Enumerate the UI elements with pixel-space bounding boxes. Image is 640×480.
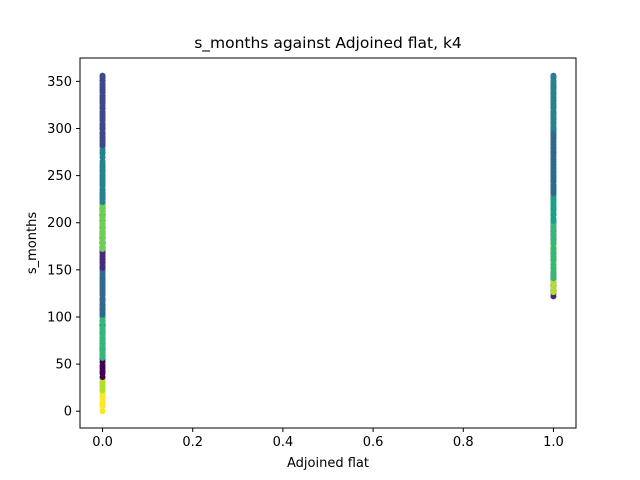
y-tick-label: 150 bbox=[47, 263, 72, 278]
data-point bbox=[550, 125, 557, 132]
x-axis-ticks: 0.0 0.2 0.4 0.6 0.8 1.0 bbox=[92, 428, 564, 450]
data-point bbox=[99, 296, 106, 303]
data-point bbox=[550, 211, 557, 218]
data-point bbox=[550, 108, 557, 115]
x-axis-label: Adjoined flat bbox=[287, 456, 369, 471]
x-tick-label: 0.0 bbox=[92, 435, 113, 450]
x-tick-label: 1.0 bbox=[543, 435, 564, 450]
y-axis-label: s_months bbox=[25, 212, 40, 274]
y-tick-label: 200 bbox=[47, 216, 72, 231]
data-point bbox=[550, 261, 557, 268]
data-point bbox=[550, 91, 557, 98]
data-point bbox=[550, 216, 557, 223]
x-tick-label: 0.2 bbox=[182, 435, 203, 450]
data-point bbox=[99, 263, 106, 270]
scatter-points bbox=[99, 72, 557, 415]
data-point bbox=[99, 324, 106, 331]
y-tick-label: 50 bbox=[55, 358, 72, 373]
data-point bbox=[550, 82, 557, 89]
plot-frame bbox=[79, 57, 577, 429]
data-point bbox=[99, 408, 106, 415]
data-point bbox=[550, 73, 557, 80]
data-point bbox=[99, 121, 106, 128]
y-tick-label: 100 bbox=[47, 310, 72, 325]
y-tick-label: 250 bbox=[47, 169, 72, 184]
data-point bbox=[99, 186, 106, 193]
y-tick-label: 0 bbox=[64, 405, 72, 420]
y-tick-label: 300 bbox=[47, 122, 72, 137]
data-point bbox=[99, 72, 106, 79]
data-point bbox=[99, 158, 106, 165]
chart-title: s_months against Adjoined flat, k4 bbox=[194, 34, 462, 53]
data-point bbox=[550, 245, 557, 252]
x-tick-label: 0.8 bbox=[453, 435, 474, 450]
x-tick-label: 0.4 bbox=[273, 435, 294, 450]
x-tick-label: 0.6 bbox=[363, 435, 384, 450]
y-axis-ticks: 0 50 100 150 200 250 300 350 bbox=[47, 75, 80, 420]
data-point bbox=[550, 273, 557, 280]
y-tick-label: 350 bbox=[47, 75, 72, 90]
